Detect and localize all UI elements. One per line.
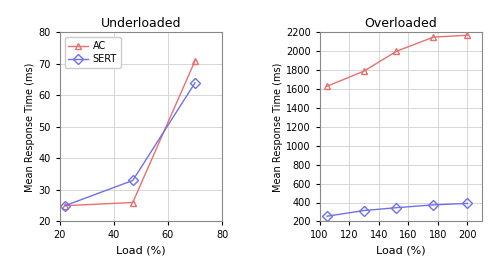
SERT xyxy=(192,81,198,85)
AC xyxy=(394,50,400,53)
AC xyxy=(62,204,68,207)
AC xyxy=(324,85,330,88)
SERT xyxy=(464,202,470,205)
SERT xyxy=(361,209,367,212)
SERT xyxy=(430,203,436,207)
Title: Overloaded: Overloaded xyxy=(364,17,437,30)
SERT xyxy=(130,179,136,182)
AC xyxy=(130,201,136,204)
Line: AC: AC xyxy=(62,57,198,209)
AC xyxy=(361,69,367,73)
X-axis label: Load (%): Load (%) xyxy=(116,246,166,256)
SERT xyxy=(62,204,68,207)
Line: SERT: SERT xyxy=(62,79,198,209)
Line: AC: AC xyxy=(324,32,471,90)
SERT xyxy=(394,206,400,209)
AC xyxy=(192,59,198,62)
Legend: AC, SERT: AC, SERT xyxy=(65,37,121,68)
Line: SERT: SERT xyxy=(324,200,471,220)
X-axis label: Load (%): Load (%) xyxy=(376,246,425,256)
Y-axis label: Mean Response Time (ms): Mean Response Time (ms) xyxy=(273,62,283,192)
Y-axis label: Mean Response Time (ms): Mean Response Time (ms) xyxy=(25,62,35,192)
AC xyxy=(430,35,436,39)
Title: Underloaded: Underloaded xyxy=(100,17,181,30)
AC xyxy=(464,34,470,37)
SERT xyxy=(324,215,330,218)
